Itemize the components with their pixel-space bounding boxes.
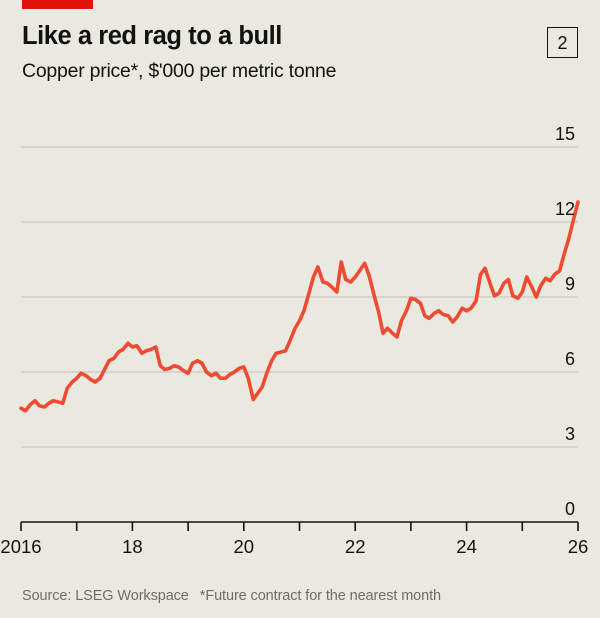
source-text: Source: LSEG Workspace <box>22 588 189 604</box>
x-axis-ticks <box>20 522 579 531</box>
y-axis-labels: 0 3 6 9 12 15 <box>555 124 575 519</box>
economist-red-tab <box>22 0 93 9</box>
chart-header: Like a red rag to a bull Copper price*, … <box>22 22 578 82</box>
svg-text:18: 18 <box>122 536 143 557</box>
svg-text:3: 3 <box>565 424 575 444</box>
svg-text:0: 0 <box>565 499 575 519</box>
svg-text:6: 6 <box>565 349 575 369</box>
svg-text:9: 9 <box>565 274 575 294</box>
chart-footer: Source: LSEG Workspace *Future contract f… <box>22 588 441 604</box>
status-badge: 2 <box>547 27 578 58</box>
svg-text:24: 24 <box>456 536 477 557</box>
svg-text:2016: 2016 <box>0 536 41 557</box>
series-lines <box>19 200 580 413</box>
x-axis-labels: 2016 18 20 22 24 26 <box>0 536 588 557</box>
svg-text:20: 20 <box>234 536 255 557</box>
gridlines <box>21 146 578 448</box>
svg-text:22: 22 <box>345 536 366 557</box>
footnote-text: *Future contract for the nearest month <box>199 588 441 604</box>
page-title: Like a red rag to a bull <box>22 22 282 50</box>
svg-text:26: 26 <box>568 536 589 557</box>
svg-text:15: 15 <box>555 124 575 144</box>
svg-text:12: 12 <box>555 199 575 219</box>
chart-subtitle: Copper price*, $'000 per metric tonne <box>22 59 337 82</box>
